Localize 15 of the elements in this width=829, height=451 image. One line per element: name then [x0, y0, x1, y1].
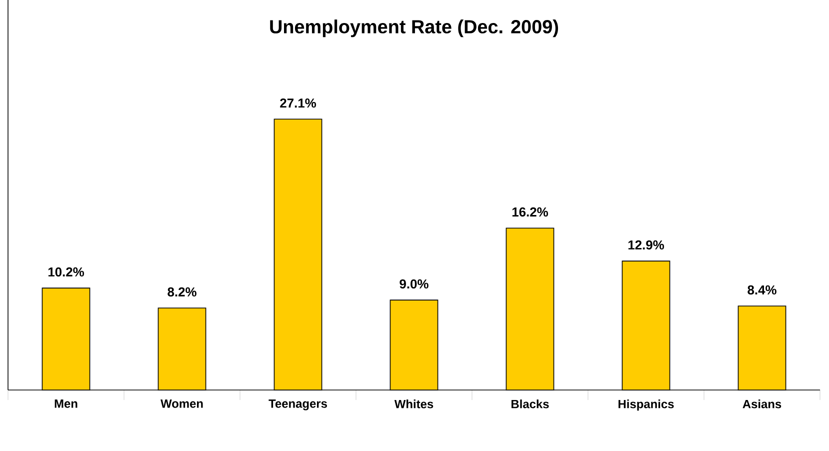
x-tick-label: Asians	[742, 400, 782, 408]
data-label: 9.0%	[400, 279, 428, 289]
data-label: 16.2%	[512, 207, 548, 217]
data-label: 8.4%	[748, 285, 776, 295]
chart-title: Unemployment Rate (Dec. 2009)	[270, 20, 558, 38]
data-label: 10.2%	[48, 267, 84, 277]
data-label: 8.2%	[168, 287, 196, 297]
data-label: 27.1%	[280, 98, 316, 108]
data-label: 12.9%	[628, 240, 664, 250]
x-tick-label: Men	[54, 400, 78, 408]
x-tick-label: Blacks	[512, 400, 549, 408]
x-tick-label: Teenagers	[268, 400, 327, 410]
x-tick-label: Hispanics	[618, 400, 674, 411]
x-tick-label: Women	[160, 400, 203, 408]
x-tick-label: Whites	[394, 400, 434, 408]
